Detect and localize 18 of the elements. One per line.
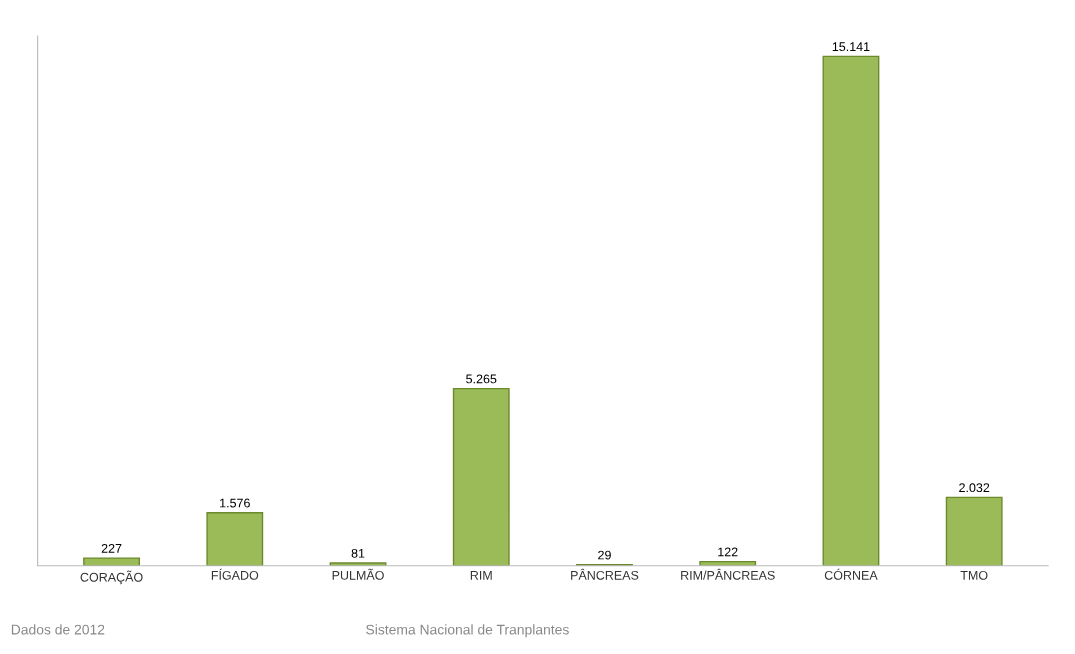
data-label: 122 xyxy=(718,547,738,557)
data-label: 2.032 xyxy=(959,483,990,493)
text: Dados de 2012 xyxy=(11,624,105,635)
data-label: 227 xyxy=(101,543,122,553)
text: Sistema Nacional de Tranplantes xyxy=(366,624,569,638)
x-tick-label: CORAÇÃO xyxy=(80,570,143,585)
x-tick-label: RIM/PÂNCREAS xyxy=(681,568,775,580)
x-tick-label: TMO xyxy=(960,570,988,580)
data-label: 15.141 xyxy=(832,42,870,52)
x-tick-label: RIM xyxy=(470,571,492,580)
data-label: 29 xyxy=(598,550,611,560)
x-tick-label: CÓRNEA xyxy=(824,568,878,580)
x-tick-label: PULMÃO xyxy=(332,568,384,580)
data-label: 81 xyxy=(351,548,365,558)
x-tick-label: FÍGADO xyxy=(211,568,259,580)
x-tick-label: PÂNCREAS xyxy=(571,568,639,580)
data-label: 1.576 xyxy=(220,498,250,508)
data-label: 5.265 xyxy=(466,374,497,384)
